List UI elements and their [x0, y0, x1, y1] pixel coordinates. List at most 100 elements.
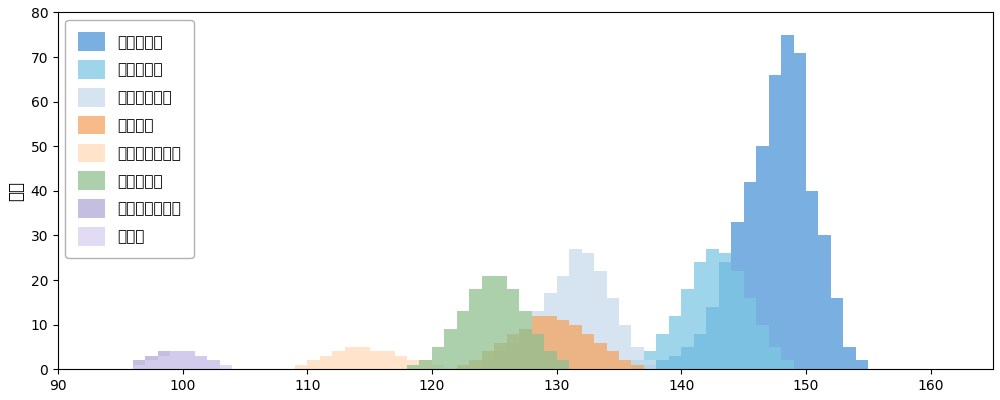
- Bar: [133, 365, 145, 369]
- Bar: [158, 356, 170, 369]
- Bar: [769, 75, 781, 369]
- Bar: [619, 325, 631, 369]
- Bar: [544, 294, 557, 369]
- Bar: [469, 289, 482, 369]
- Bar: [183, 352, 195, 369]
- Bar: [644, 365, 656, 369]
- Bar: [582, 334, 594, 369]
- Bar: [607, 352, 619, 369]
- Y-axis label: 球数: 球数: [7, 181, 25, 201]
- Bar: [719, 262, 731, 369]
- Bar: [507, 334, 519, 369]
- Bar: [519, 329, 532, 369]
- Bar: [694, 334, 706, 369]
- Bar: [756, 325, 769, 369]
- Bar: [170, 352, 183, 369]
- Bar: [544, 316, 557, 369]
- Bar: [644, 360, 656, 369]
- Bar: [170, 352, 183, 369]
- Bar: [532, 334, 544, 369]
- Bar: [158, 352, 170, 369]
- Bar: [382, 352, 395, 369]
- Bar: [307, 360, 320, 369]
- Bar: [482, 276, 494, 369]
- Bar: [731, 222, 744, 369]
- Bar: [681, 347, 694, 369]
- Bar: [557, 276, 569, 369]
- Bar: [519, 311, 532, 369]
- Bar: [519, 329, 532, 369]
- Bar: [856, 360, 868, 369]
- Bar: [694, 262, 706, 369]
- Bar: [794, 52, 806, 369]
- Bar: [195, 356, 207, 369]
- Bar: [320, 356, 332, 369]
- Bar: [806, 191, 818, 369]
- Bar: [494, 276, 507, 369]
- Bar: [207, 360, 220, 369]
- Bar: [781, 35, 794, 369]
- Bar: [781, 360, 794, 369]
- Bar: [220, 365, 232, 369]
- Bar: [594, 342, 607, 369]
- Bar: [756, 146, 769, 369]
- Bar: [494, 352, 507, 369]
- Bar: [507, 289, 519, 369]
- Bar: [669, 316, 681, 369]
- Bar: [619, 360, 631, 369]
- Bar: [706, 307, 719, 369]
- Bar: [644, 352, 656, 369]
- Bar: [731, 271, 744, 369]
- Bar: [843, 347, 856, 369]
- Bar: [831, 298, 843, 369]
- Bar: [681, 289, 694, 369]
- Bar: [656, 334, 669, 369]
- Bar: [207, 360, 220, 369]
- Bar: [457, 365, 469, 369]
- Bar: [557, 360, 569, 369]
- Bar: [631, 347, 644, 369]
- Bar: [569, 325, 582, 369]
- Bar: [769, 347, 781, 369]
- Bar: [744, 298, 756, 369]
- Bar: [407, 365, 419, 369]
- Bar: [719, 253, 731, 369]
- Bar: [332, 352, 345, 369]
- Legend: ストレート, ツーシーム, カットボール, フォーク, チェンジアップ, スライダー, ナックルカーブ, カーブ: ストレート, ツーシーム, カットボール, フォーク, チェンジアップ, スライ…: [65, 20, 194, 258]
- Bar: [557, 320, 569, 369]
- Bar: [818, 236, 831, 369]
- Bar: [744, 182, 756, 369]
- Bar: [133, 360, 145, 369]
- Bar: [569, 249, 582, 369]
- Bar: [295, 365, 307, 369]
- Bar: [469, 360, 482, 369]
- Bar: [494, 342, 507, 369]
- Bar: [395, 356, 407, 369]
- Bar: [457, 311, 469, 369]
- Bar: [594, 271, 607, 369]
- Bar: [669, 356, 681, 369]
- Bar: [544, 352, 557, 369]
- Bar: [482, 360, 494, 369]
- Bar: [357, 347, 370, 369]
- Bar: [582, 253, 594, 369]
- Bar: [444, 329, 457, 369]
- Bar: [532, 316, 544, 369]
- Bar: [370, 352, 382, 369]
- Bar: [419, 360, 432, 369]
- Bar: [145, 360, 158, 369]
- Bar: [419, 360, 432, 369]
- Bar: [607, 298, 619, 369]
- Bar: [631, 365, 644, 369]
- Bar: [532, 311, 544, 369]
- Bar: [195, 356, 207, 369]
- Bar: [631, 360, 644, 369]
- Bar: [183, 352, 195, 369]
- Bar: [432, 365, 444, 369]
- Bar: [145, 356, 158, 369]
- Bar: [345, 347, 357, 369]
- Bar: [656, 360, 669, 369]
- Bar: [507, 342, 519, 369]
- Bar: [706, 249, 719, 369]
- Bar: [631, 365, 644, 369]
